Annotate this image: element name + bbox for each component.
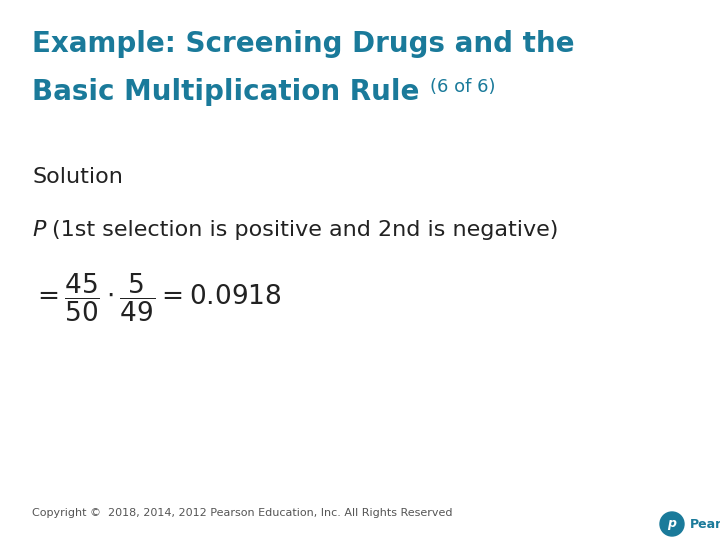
- Text: $\mathit{P}$: $\mathit{P}$: [32, 220, 48, 240]
- Text: (6 of 6): (6 of 6): [430, 78, 495, 96]
- Text: Copyright ©  2018, 2014, 2012 Pearson Education, Inc. All Rights Reserved: Copyright © 2018, 2014, 2012 Pearson Edu…: [32, 508, 452, 518]
- Text: $= \dfrac{45}{50} \cdot \dfrac{5}{49} = 0.0918$: $= \dfrac{45}{50} \cdot \dfrac{5}{49} = …: [32, 272, 282, 324]
- Text: p: p: [667, 517, 677, 530]
- Text: Basic Multiplication Rule: Basic Multiplication Rule: [32, 78, 419, 106]
- Text: Pearson: Pearson: [690, 517, 720, 530]
- Text: Solution: Solution: [32, 167, 123, 187]
- Text: (1st selection is positive and 2nd is negative): (1st selection is positive and 2nd is ne…: [52, 220, 559, 240]
- Circle shape: [660, 512, 684, 536]
- Text: Example: Screening Drugs and the: Example: Screening Drugs and the: [32, 30, 575, 58]
